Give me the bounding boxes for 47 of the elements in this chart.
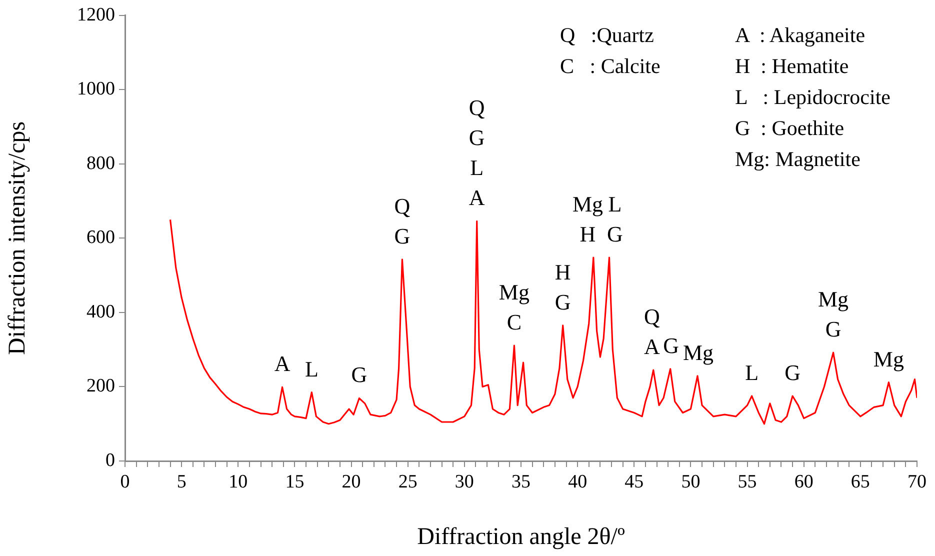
y-tick-label: 200 <box>86 376 115 397</box>
annotation: L : Lepidocrocite <box>735 84 890 111</box>
annotation: Mg <box>682 340 714 365</box>
annotation: A <box>274 351 290 376</box>
annotation: Mg <box>873 346 904 372</box>
annotation: Mg: Magnetite <box>735 146 862 173</box>
annotation: Mg H <box>572 192 603 247</box>
y-axis-title: Diffraction intensity/cps <box>4 121 31 355</box>
annotation: G : Goethite <box>735 115 846 142</box>
x-tick-label: 5 <box>176 471 186 492</box>
x-tick-label: 20 <box>342 471 361 492</box>
y-tick-label: 600 <box>86 227 115 248</box>
y-tick-label: 0 <box>106 450 115 471</box>
x-tick-label: 65 <box>850 471 870 492</box>
annotation: C : Calcite <box>560 53 660 80</box>
x-tick-label: 15 <box>285 471 304 492</box>
x-tick-label: 40 <box>568 471 588 492</box>
annotation: G <box>784 360 801 386</box>
annotation: H G <box>554 259 571 314</box>
annotation: L G <box>607 192 623 247</box>
annotation: A : Akaganeite <box>735 22 866 49</box>
annotation: G <box>351 362 368 388</box>
x-tick-label: 30 <box>454 471 474 492</box>
y-tick-label: 800 <box>86 152 115 174</box>
x-axis-title: Diffraction angle 2θ/º <box>417 524 626 550</box>
x-tick-label: 0 <box>120 471 130 492</box>
annotation: Q A <box>644 304 660 360</box>
x-tick-label: 55 <box>738 471 757 492</box>
annotation: Q G <box>394 193 410 248</box>
annotation: H : Hematite <box>735 53 850 80</box>
annotation: L <box>745 360 759 386</box>
x-tick-label: 25 <box>398 471 418 492</box>
y-tick-label: 1200 <box>77 4 115 26</box>
x-tick-label: 60 <box>794 471 814 492</box>
x-tick-label: 70 <box>908 471 926 492</box>
annotation: L <box>304 356 318 382</box>
x-tick-label: 35 <box>512 471 530 492</box>
x-tick-label: 45 <box>624 471 644 492</box>
annotation: G <box>663 332 680 358</box>
annotation: Q G L A <box>468 95 485 210</box>
y-tick-label: 400 <box>86 301 115 322</box>
annotation: Mg C <box>498 280 530 335</box>
x-tick-label: 10 <box>228 471 248 492</box>
annotation: Q :Quartz <box>560 22 655 49</box>
annotation: Mg G <box>818 286 849 342</box>
x-tick-label: 50 <box>681 471 700 492</box>
y-tick-label: 1000 <box>77 78 115 100</box>
